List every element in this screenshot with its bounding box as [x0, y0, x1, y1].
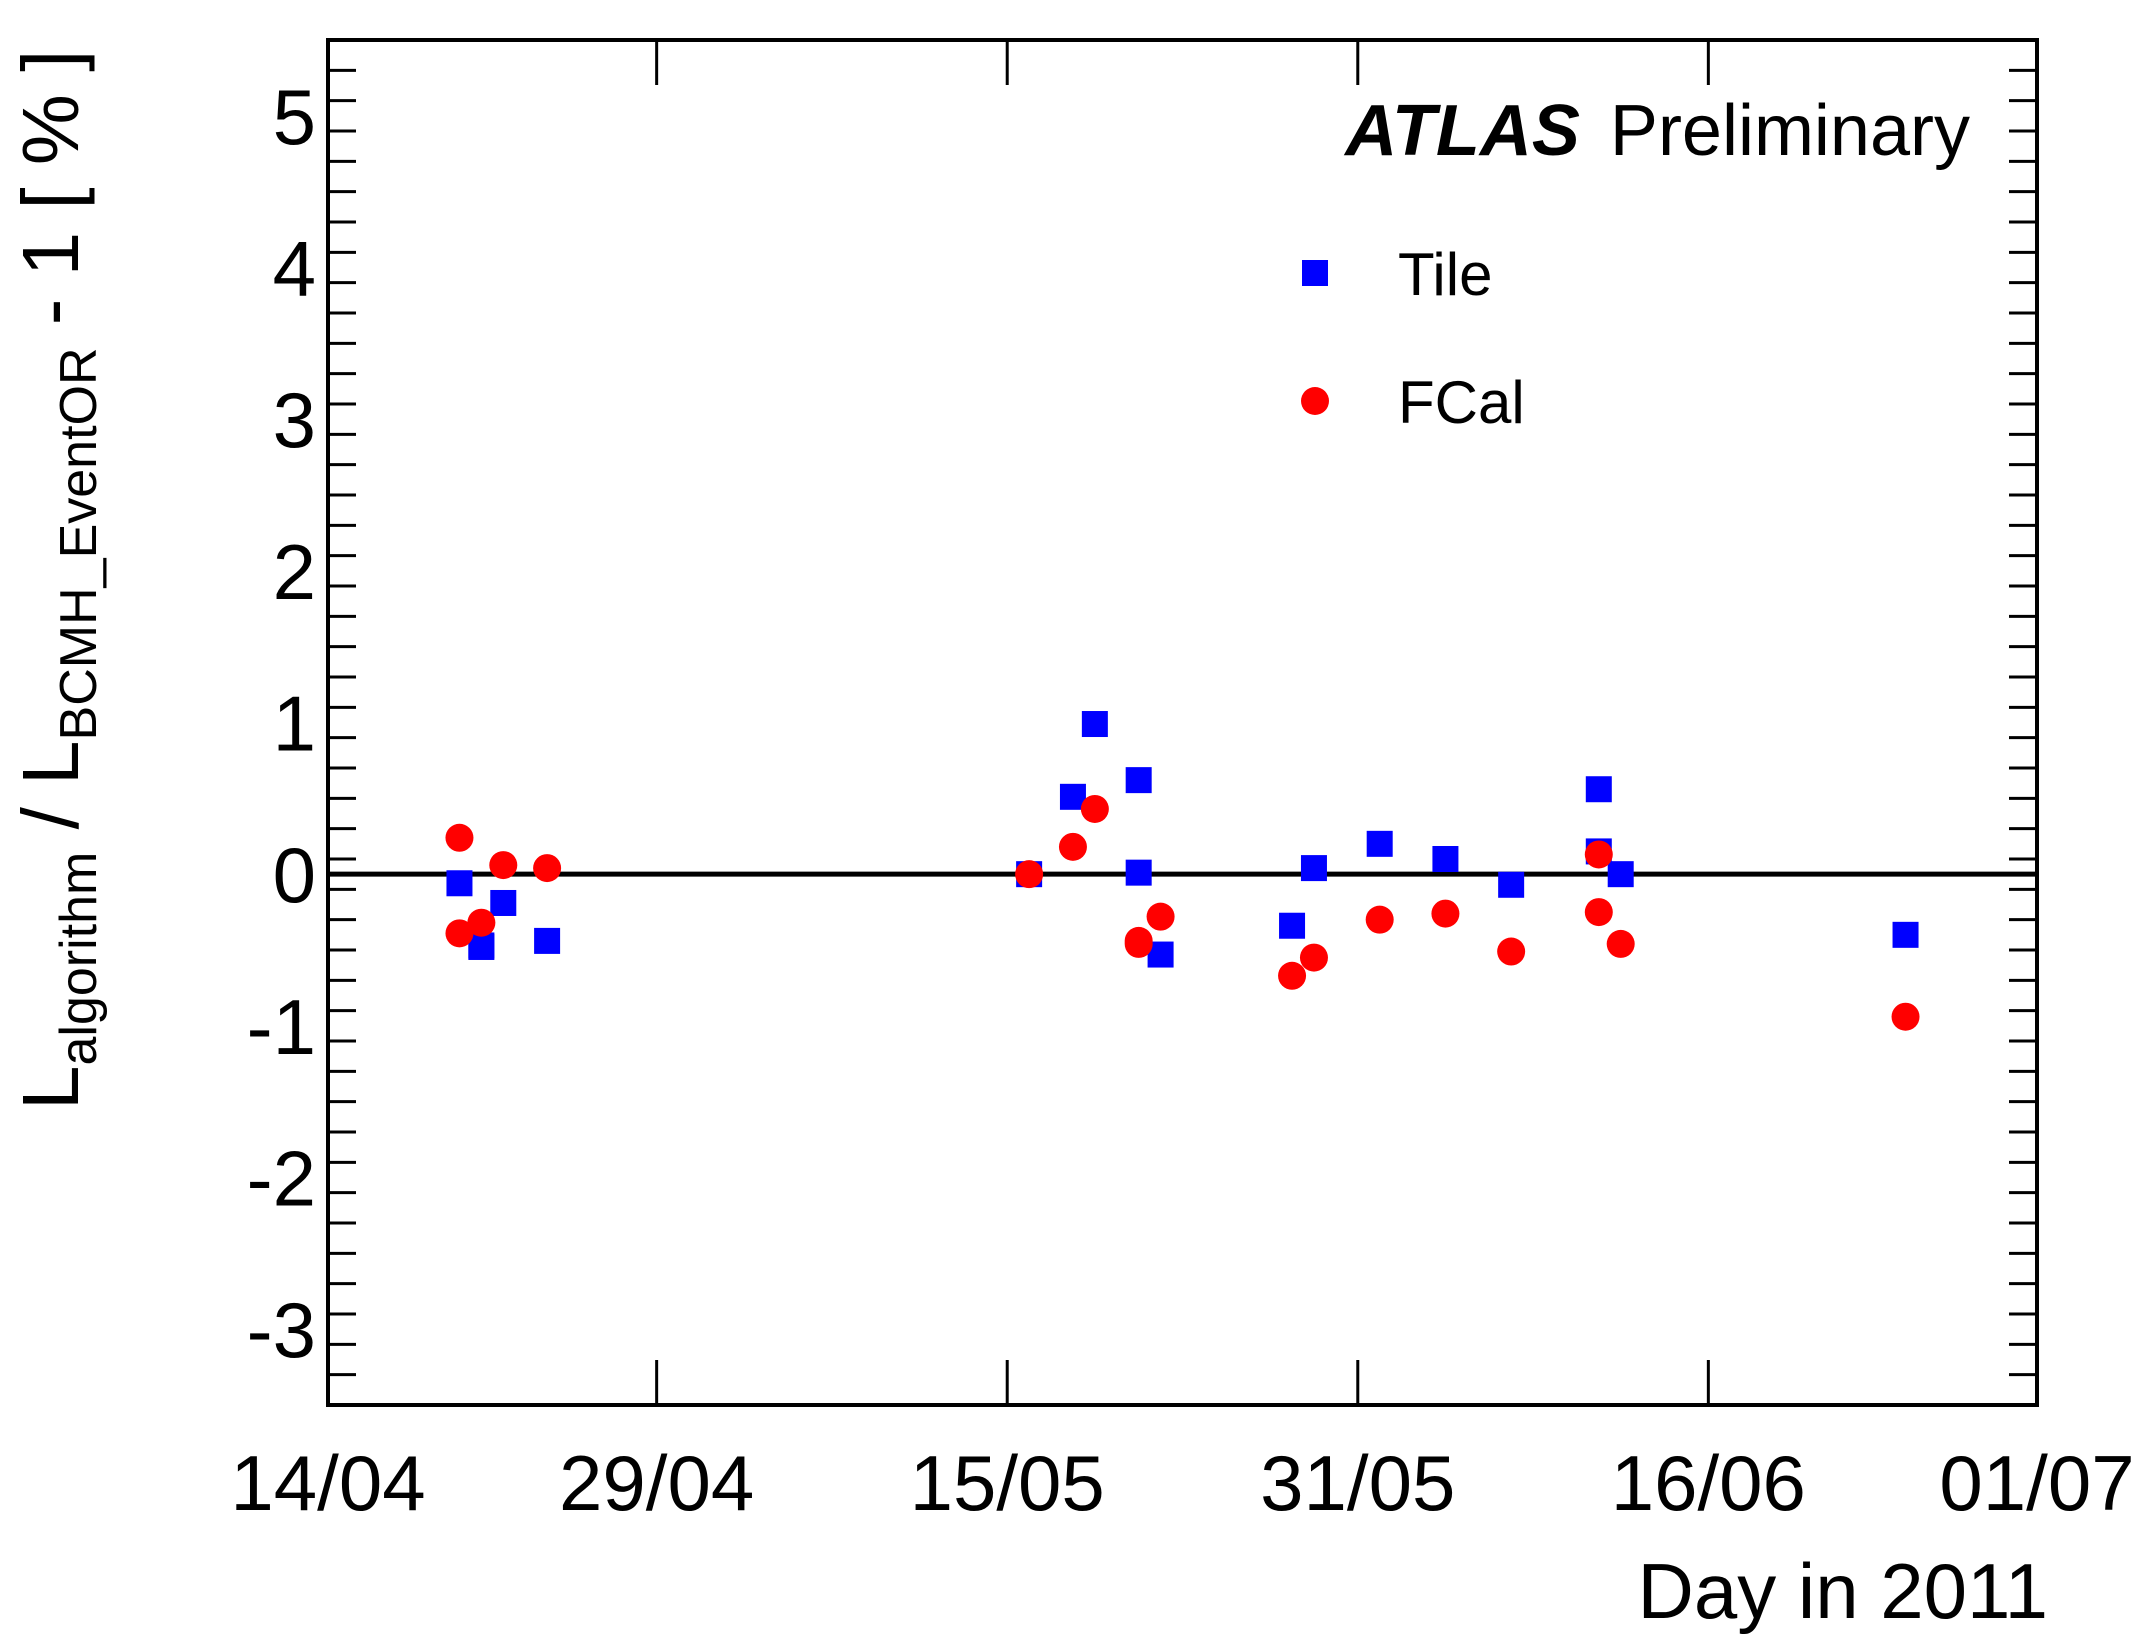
tile-point	[446, 870, 473, 897]
tile-point	[1607, 861, 1634, 888]
fcal-point	[1015, 860, 1044, 889]
y-label-end: - 1 [ % ]	[6, 50, 95, 348]
plot-area: -3 -2 -1 0 1 2 3 4 5 14/04 29/04 15/05 31/05 16/06 01/…	[230, 38, 2135, 1527]
legend-marker-tile	[1302, 260, 1328, 286]
x-tick-label: 29/04	[559, 1439, 754, 1527]
fcal-point	[445, 919, 474, 948]
fcal-point	[1080, 794, 1109, 823]
fcal-point	[1278, 961, 1307, 990]
fcal-point	[1299, 943, 1328, 972]
y-axis-label: Lalgorithm / LBCMH_EventOR - 1 [ % ]	[6, 50, 108, 1110]
y-tick-label: 4	[273, 225, 316, 313]
fcal-point	[1497, 937, 1526, 966]
y-tick-label: 1	[273, 680, 316, 768]
y-label-sub1: algorithm	[50, 852, 108, 1066]
fcal-point	[1365, 905, 1394, 934]
y-label-sub2: BCMH_EventOR	[50, 347, 108, 740]
tile-point	[1366, 830, 1393, 857]
fcal-point	[1058, 832, 1087, 861]
tile-point	[1300, 855, 1327, 882]
fcal-point	[445, 823, 474, 852]
fcal-point	[1584, 898, 1613, 927]
x-tick-label: 15/05	[910, 1439, 1105, 1527]
x-tick-label: 14/04	[230, 1439, 425, 1527]
x-tick-label: 01/07	[1939, 1439, 2134, 1527]
tile-point	[1585, 776, 1612, 803]
tile-point	[1081, 711, 1108, 738]
tile-point	[1498, 871, 1525, 898]
y-tick-label: 5	[273, 73, 316, 161]
tile-point	[490, 889, 517, 916]
tile-point	[534, 927, 561, 954]
x-tick-label: 31/05	[1260, 1439, 1455, 1527]
fcal-point	[1584, 840, 1613, 869]
legend-label-fcal: FCal	[1398, 369, 1525, 436]
y-tick-label: 0	[273, 831, 316, 919]
fcal-point	[1431, 899, 1460, 928]
tile-point	[1279, 912, 1306, 939]
fcal-point	[1606, 929, 1635, 958]
plot-frame	[326, 38, 2039, 1407]
chart-title: ATLAS Preliminary	[1343, 91, 1970, 171]
x-axis-label: Day in 2011	[1638, 1547, 2049, 1635]
x-tick-label: 16/06	[1611, 1439, 1806, 1527]
title-rest: Preliminary	[1610, 91, 1970, 171]
fcal-point	[489, 851, 518, 880]
tile-point	[1125, 767, 1152, 794]
title-bold: ATLAS	[1343, 91, 1580, 171]
y-tick-label: 2	[273, 528, 316, 616]
fcal-point	[1891, 1002, 1920, 1031]
legend-label-tile: Tile	[1398, 241, 1492, 308]
tile-point	[1125, 859, 1152, 886]
y-label-l1: L	[6, 1066, 95, 1111]
legend-marker-fcal	[1301, 387, 1329, 415]
tile-point	[1432, 846, 1459, 872]
legend: Tile FCal	[1301, 241, 1525, 436]
y-tick-label: -1	[247, 983, 316, 1071]
fcal-point	[467, 908, 496, 937]
fcal-point	[1146, 902, 1175, 931]
y-tick-label: -3	[247, 1286, 316, 1374]
fcal-point	[533, 854, 562, 883]
y-tick-label: 3	[273, 376, 316, 464]
y-label-mid: / L	[6, 740, 95, 851]
fcal-point	[1124, 929, 1153, 958]
tile-point	[1892, 921, 1919, 948]
y-tick-label: -2	[247, 1135, 316, 1223]
